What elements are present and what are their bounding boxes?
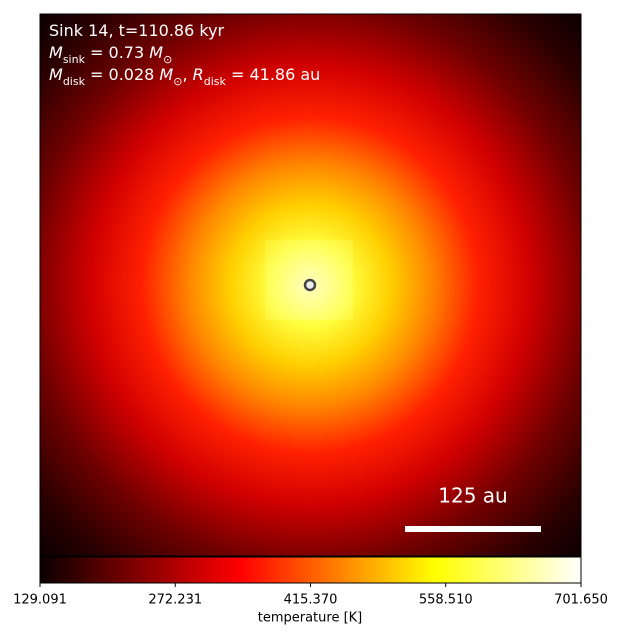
colorbar — [39, 556, 582, 584]
info-segment: M — [149, 43, 163, 62]
info-segment: , — [182, 65, 192, 84]
colorbar-tick-label: 558.510 — [419, 593, 473, 608]
info-segment: ⊙ — [163, 53, 172, 66]
colorbar-tick-label: 272.231 — [148, 593, 202, 608]
colorbar-label: temperature [K] — [258, 611, 363, 626]
info-segment: R — [193, 65, 204, 84]
info-segment: disk — [204, 75, 227, 88]
info-segment: ⊙ — [173, 75, 182, 88]
info-line: Mdisk = 0.028 M⊙, Rdisk = 41.86 au — [49, 65, 320, 88]
info-segment: = 0.73 — [85, 43, 149, 62]
colorbar-tick-label: 415.370 — [284, 593, 338, 608]
sink-marker — [303, 278, 317, 292]
info-segment: = 41.86 au — [226, 65, 320, 84]
info-segment: M — [49, 43, 63, 62]
colorbar-tick-label: 701.650 — [554, 593, 608, 608]
colorbar-axis: 129.091 272.231 415.370 558.510 701.650 — [13, 583, 608, 608]
info-line: Sink 14, t=110.86 kyr — [49, 21, 225, 40]
colorbar-tick-label: 129.091 — [13, 593, 67, 608]
info-segment: M — [49, 65, 63, 84]
info-line: Msink = 0.73 M⊙ — [49, 43, 172, 66]
info-segment: M — [159, 65, 173, 84]
scale-bar-label: 125 au — [438, 484, 507, 508]
info-segment: Sink 14, t=110.86 kyr — [49, 21, 225, 40]
info-segment: = 0.028 — [85, 65, 159, 84]
scale-bar — [405, 526, 541, 532]
info-segment: sink — [63, 53, 86, 66]
info-segment: disk — [63, 75, 86, 88]
